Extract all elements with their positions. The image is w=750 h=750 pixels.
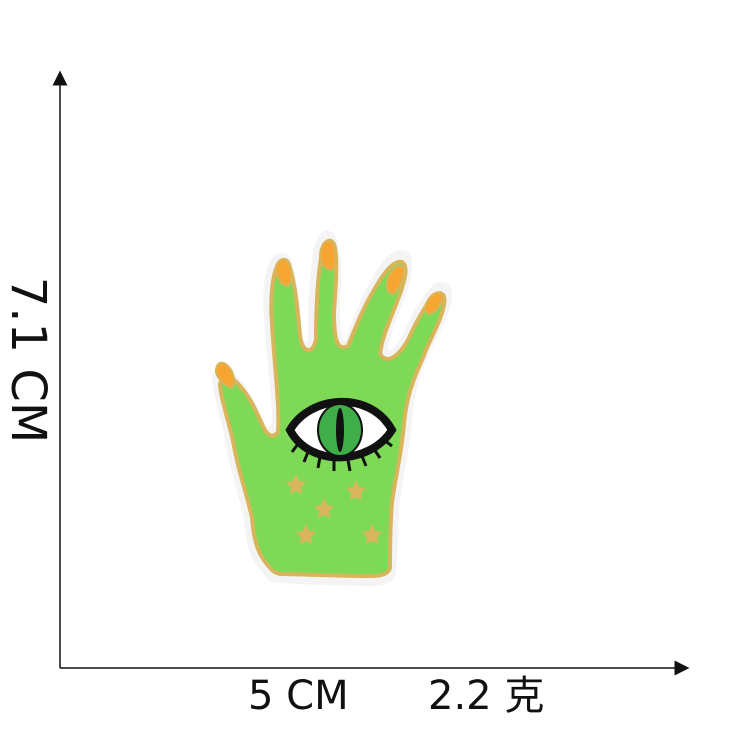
height-dimension-label: 7.1 CM — [0, 276, 56, 444]
star — [362, 524, 382, 544]
star — [346, 480, 366, 500]
nail-ring — [274, 258, 293, 288]
star — [286, 474, 306, 494]
star — [314, 498, 334, 518]
stars — [286, 474, 382, 544]
eye — [285, 397, 397, 472]
nail-middle — [318, 239, 337, 272]
hand-eye-patch — [212, 230, 452, 586]
dimension-axes — [52, 70, 690, 676]
eyelashes — [290, 438, 393, 472]
star — [296, 524, 316, 544]
nail-thumb — [424, 291, 444, 316]
pupil — [336, 408, 344, 452]
nail-index — [385, 264, 406, 296]
nail-pinky — [214, 361, 236, 390]
weight-label: 2.2 克 — [428, 673, 545, 719]
width-dimension-label: 5 CM — [248, 673, 349, 719]
